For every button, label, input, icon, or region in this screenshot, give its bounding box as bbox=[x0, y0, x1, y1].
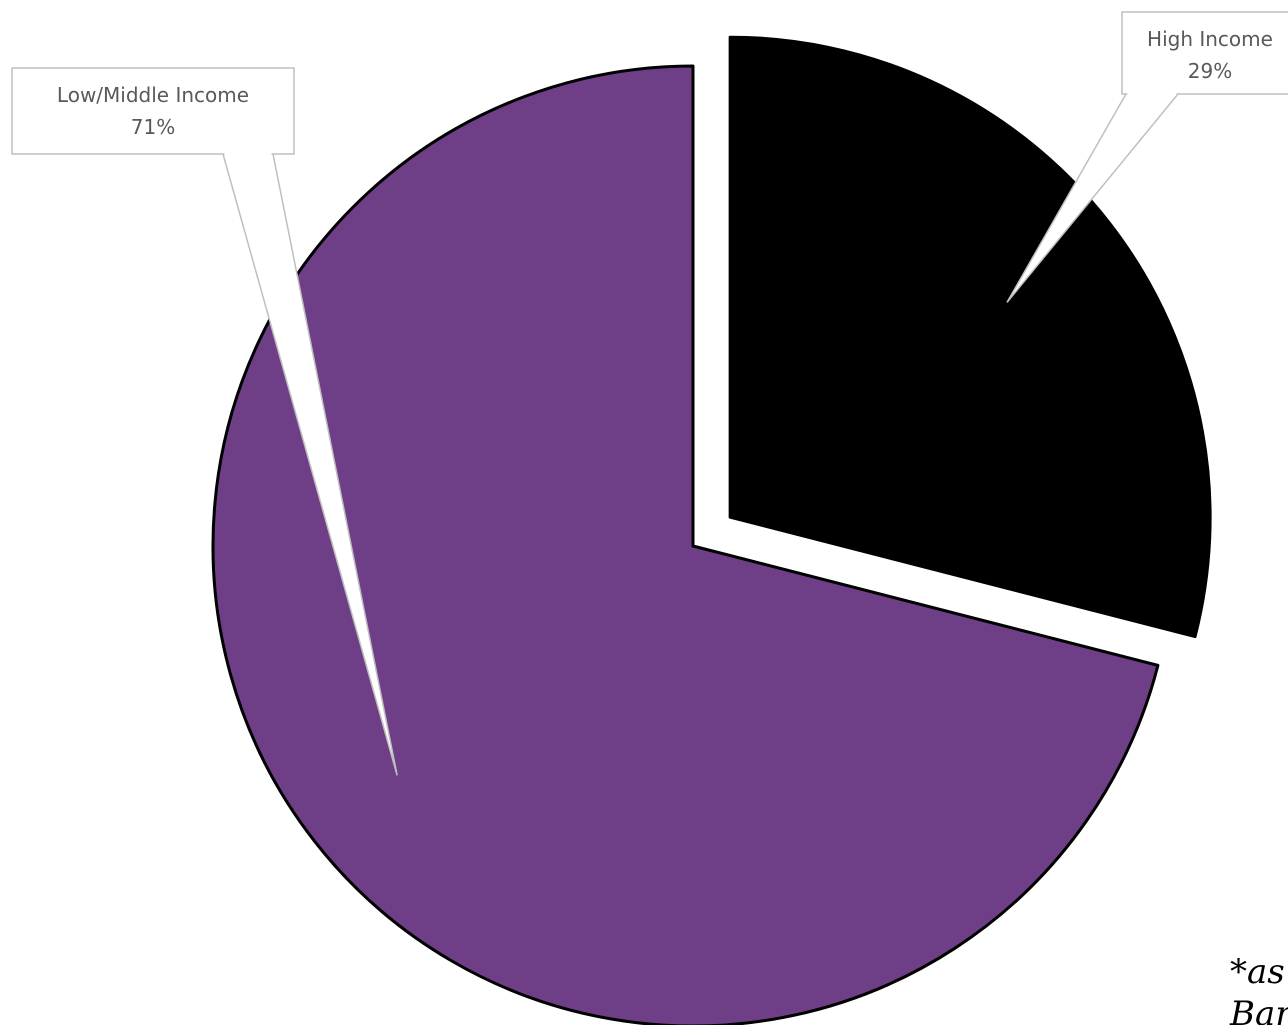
pie-slice-low-middle-income bbox=[211, 64, 1160, 1028]
callouts-layer: High Income 29% Low/Middle Income 71% bbox=[11, 11, 1288, 776]
slices-layer bbox=[211, 35, 1212, 1028]
data-label-value: 29% bbox=[1188, 59, 1232, 83]
data-label-callout: Low/Middle Income 71% bbox=[11, 67, 398, 776]
pie-slice-high-income bbox=[728, 35, 1212, 639]
callout-box bbox=[1121, 11, 1288, 95]
footnote-line-1: *as bbox=[1230, 952, 1285, 992]
data-label-category: High Income bbox=[1147, 27, 1273, 51]
callout-box bbox=[11, 67, 295, 155]
data-label-category: Low/Middle Income bbox=[57, 83, 249, 107]
footnote-line-2: Ban bbox=[1229, 994, 1288, 1025]
callout-pointer bbox=[222, 153, 398, 776]
callout-pointer bbox=[1006, 93, 1179, 303]
data-label-value: 71% bbox=[131, 115, 175, 139]
data-label-callout: High Income 29% bbox=[1006, 11, 1288, 303]
